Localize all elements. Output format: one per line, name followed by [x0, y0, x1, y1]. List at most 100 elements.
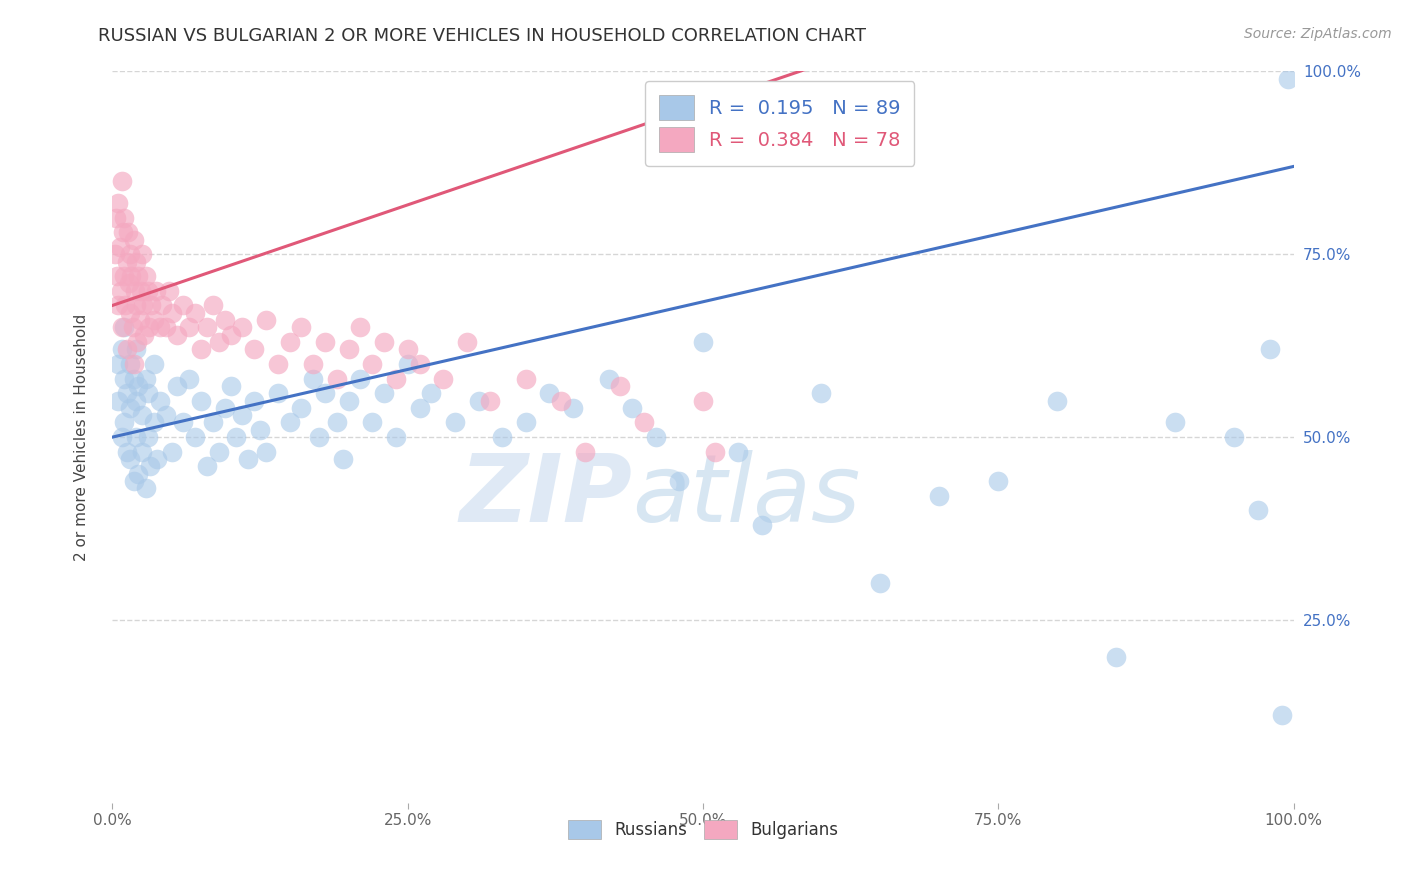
Text: Source: ZipAtlas.com: Source: ZipAtlas.com — [1244, 27, 1392, 41]
Point — [361, 357, 384, 371]
Point — [112, 416, 135, 430]
Point — [408, 401, 430, 415]
Point — [107, 298, 129, 312]
Point — [184, 430, 207, 444]
Point — [136, 386, 159, 401]
Point — [112, 211, 135, 225]
Point — [131, 444, 153, 458]
Text: RUSSIAN VS BULGARIAN 2 OR MORE VEHICLES IN HOUSEHOLD CORRELATION CHART: RUSSIAN VS BULGARIAN 2 OR MORE VEHICLES … — [98, 27, 866, 45]
Point — [491, 430, 513, 444]
Legend: Russians, Bulgarians: Russians, Bulgarians — [561, 814, 845, 846]
Point — [1258, 343, 1281, 357]
Point — [120, 247, 142, 261]
Y-axis label: 2 or more Vehicles in Household: 2 or more Vehicles in Household — [75, 313, 89, 561]
Point — [125, 298, 148, 312]
Point — [142, 416, 165, 430]
Point — [201, 298, 224, 312]
Point — [278, 334, 301, 349]
Point — [231, 320, 253, 334]
Point — [120, 401, 142, 415]
Point — [111, 430, 134, 444]
Point — [136, 430, 159, 444]
Point — [314, 334, 336, 349]
Point — [219, 379, 242, 393]
Point — [115, 254, 138, 268]
Point — [550, 393, 572, 408]
Point — [337, 393, 360, 408]
Point — [150, 298, 173, 312]
Point — [107, 357, 129, 371]
Point — [157, 284, 180, 298]
Point — [107, 196, 129, 211]
Point — [118, 277, 141, 291]
Point — [1046, 393, 1069, 408]
Point — [869, 576, 891, 591]
Point — [184, 306, 207, 320]
Point — [349, 320, 371, 334]
Point — [122, 357, 145, 371]
Point — [810, 386, 832, 401]
Point — [337, 343, 360, 357]
Point — [120, 452, 142, 467]
Point — [142, 313, 165, 327]
Point — [254, 313, 277, 327]
Point — [195, 320, 218, 334]
Point — [115, 343, 138, 357]
Point — [408, 357, 430, 371]
Text: ZIP: ZIP — [460, 450, 633, 541]
Point — [160, 444, 183, 458]
Point — [208, 334, 231, 349]
Point — [538, 386, 561, 401]
Point — [155, 408, 177, 422]
Point — [112, 371, 135, 385]
Point — [225, 430, 247, 444]
Point — [120, 357, 142, 371]
Point — [267, 386, 290, 401]
Point — [385, 430, 408, 444]
Point — [467, 393, 489, 408]
Point — [444, 416, 467, 430]
Point — [308, 430, 330, 444]
Point — [278, 416, 301, 430]
Point — [254, 444, 277, 458]
Point — [121, 320, 143, 334]
Point — [621, 401, 644, 415]
Point — [136, 284, 159, 298]
Point — [112, 269, 135, 284]
Point — [166, 327, 188, 342]
Point — [127, 269, 149, 284]
Point — [332, 452, 354, 467]
Point — [1271, 708, 1294, 723]
Point — [314, 386, 336, 401]
Point — [598, 371, 620, 385]
Point — [190, 393, 212, 408]
Point — [243, 393, 266, 408]
Point — [132, 298, 155, 312]
Point — [243, 343, 266, 357]
Point — [117, 225, 139, 239]
Point — [104, 247, 127, 261]
Point — [120, 269, 142, 284]
Point — [515, 416, 537, 430]
Point — [107, 393, 129, 408]
Point — [302, 371, 325, 385]
Point — [134, 327, 156, 342]
Point — [385, 371, 408, 385]
Point — [692, 334, 714, 349]
Point — [373, 334, 395, 349]
Point — [214, 401, 236, 415]
Point — [149, 393, 172, 408]
Point — [214, 313, 236, 327]
Point — [396, 357, 419, 371]
Point — [105, 211, 128, 225]
Point — [219, 327, 242, 342]
Point — [208, 444, 231, 458]
Point — [456, 334, 478, 349]
Point — [120, 306, 142, 320]
Point — [149, 320, 172, 334]
Point — [145, 284, 167, 298]
Point — [1277, 71, 1299, 86]
Point — [122, 233, 145, 247]
Point — [138, 320, 160, 334]
Point — [562, 401, 585, 415]
